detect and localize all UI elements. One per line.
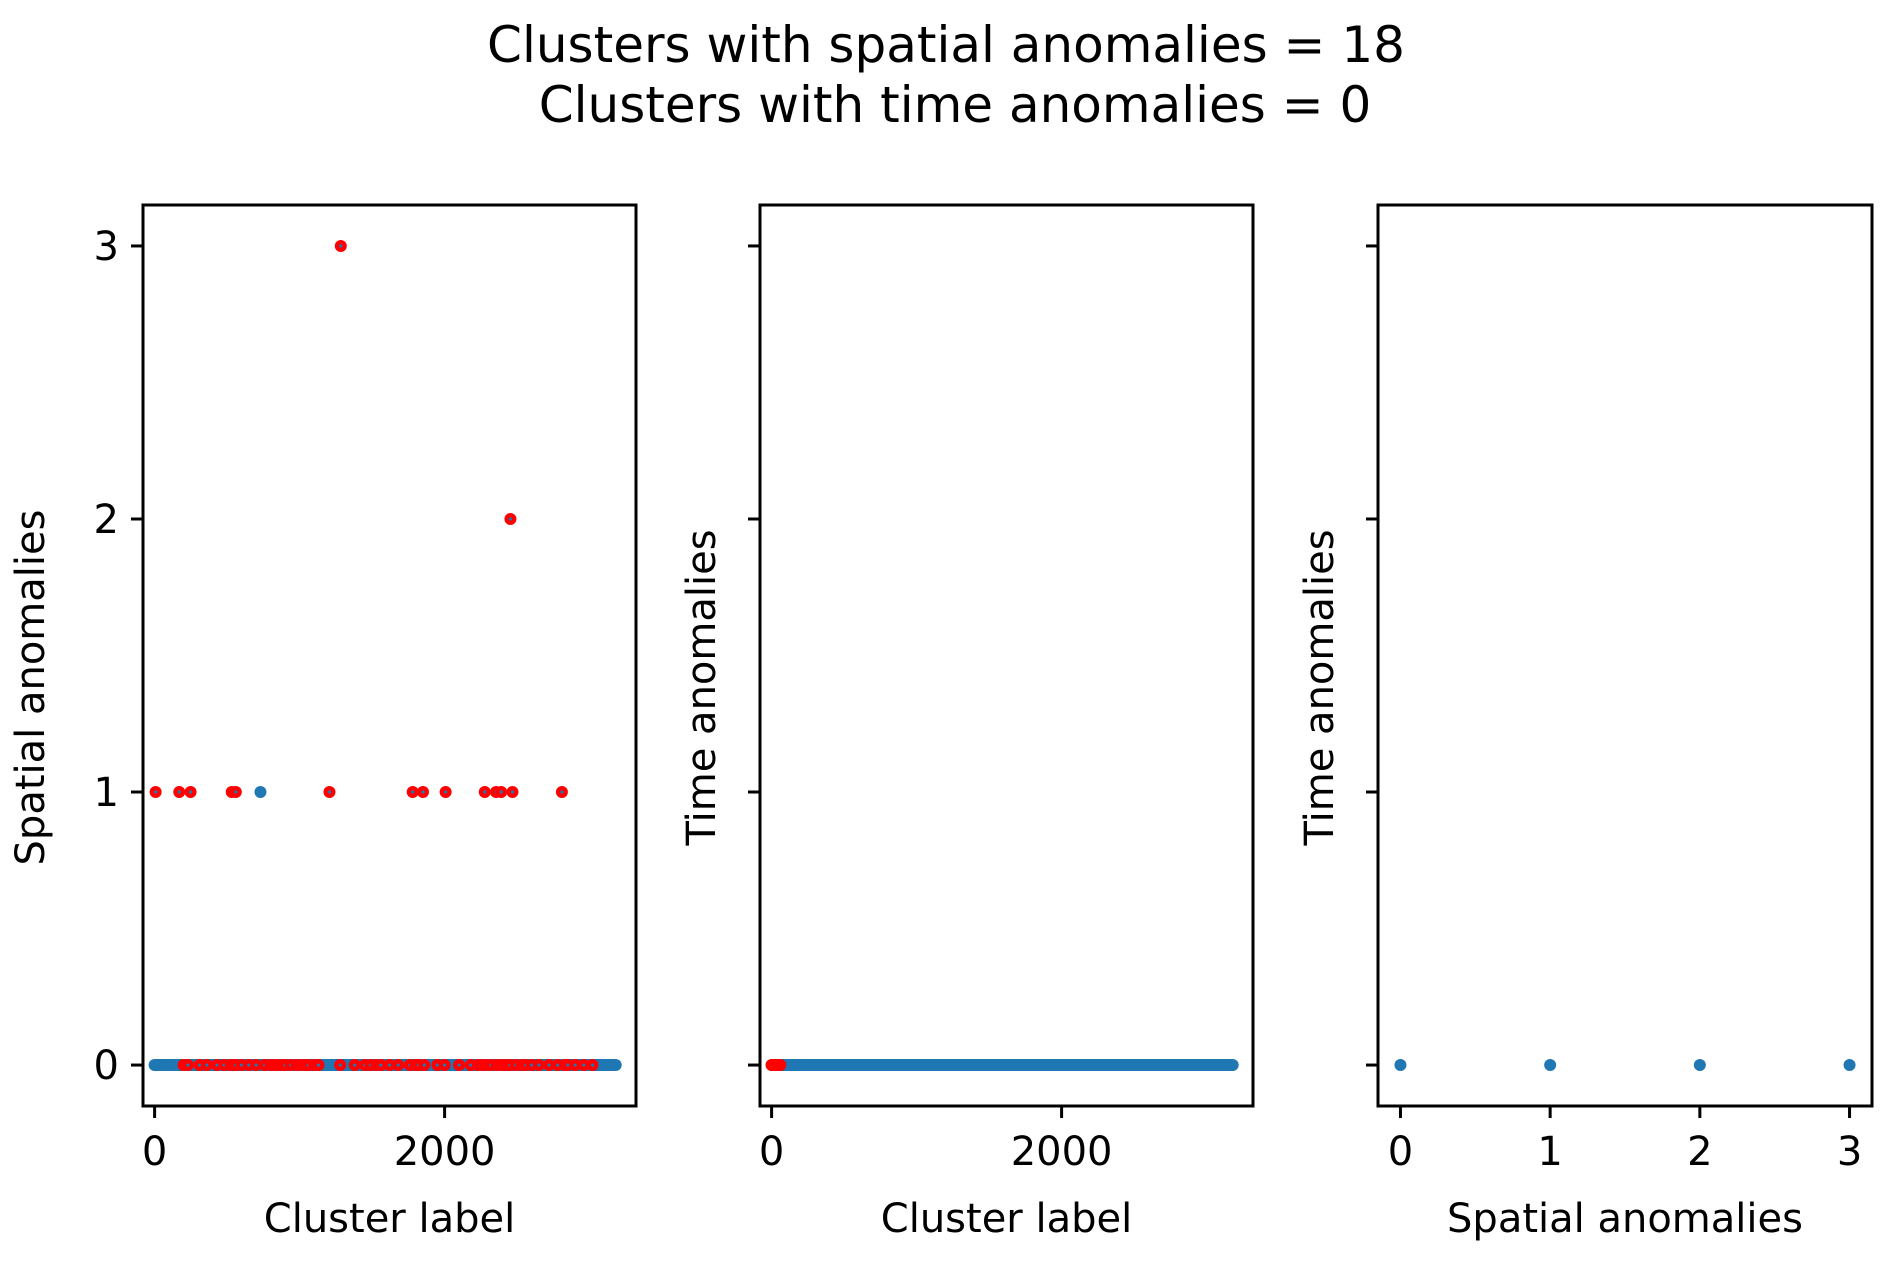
anomaly-point-center: [469, 1063, 473, 1067]
anomaly-point-center: [154, 790, 158, 794]
anomaly-point-center: [537, 1063, 541, 1067]
y-tick-label: 3: [94, 224, 119, 270]
axes-frame: [141, 203, 638, 1108]
anomaly-point-center: [327, 790, 332, 794]
anomaly-point-center: [205, 1063, 209, 1067]
x-tick-label: 0: [1388, 1129, 1413, 1175]
anomaly-point-center: [316, 1063, 321, 1067]
anomaly-point-center: [215, 1063, 219, 1067]
anomaly-point-center: [396, 1063, 400, 1067]
anomaly-point-center: [186, 1063, 190, 1067]
x-tick-label: 0: [142, 1129, 167, 1175]
panel-marks: [148, 239, 622, 1072]
figure-title-line1: Clusters with spatial anomalies = 18: [487, 16, 1405, 74]
y-axis-label: Spatial anomalies: [8, 510, 54, 866]
anomaly-point-center: [234, 790, 238, 794]
anomaly-point-center: [247, 1063, 251, 1067]
anomaly-point-center: [339, 244, 343, 248]
anomaly-point-center: [411, 790, 415, 794]
x-tick-label: 2: [1687, 1129, 1712, 1175]
x-axis-label: Cluster label: [264, 1196, 515, 1242]
panel-marks: [1394, 1059, 1856, 1072]
anomaly-point-center: [499, 790, 503, 794]
anomaly-point-center: [353, 1063, 357, 1067]
anomaly-point-center: [422, 1063, 426, 1067]
y-axis-label: Time anomalies: [1297, 529, 1343, 846]
anomaly-point-center: [582, 1063, 586, 1067]
panel-spatial-vs-label: 0 2000 0 1 2 3 Cluster label Spatial anomalie…: [8, 203, 638, 1242]
x-tick-label: 1: [1537, 1129, 1562, 1175]
anomaly-point-center: [188, 790, 193, 794]
panel-time-vs-spatial: 0 1 2 3 Spatial anomalies Time anomalies: [1297, 203, 1874, 1242]
anomaly-point-center: [590, 1063, 595, 1067]
panel-time-vs-label: 0 2000 Cluster label Time anomalies: [679, 203, 1255, 1242]
ticks: 0 2000 0 1 2 3: [94, 224, 496, 1175]
y-tick-label: 0: [94, 1043, 119, 1089]
anomaly-point-center: [177, 790, 181, 794]
anomaly-point-center: [556, 1063, 560, 1067]
anomaly-point-center: [254, 1063, 258, 1067]
ticks: 0 1 2 3: [1366, 244, 1862, 1175]
anomaly-point-center: [387, 1063, 392, 1067]
anomaly-point-center: [338, 1063, 342, 1067]
anomaly-point-center: [573, 1063, 577, 1067]
anomaly-point-center: [483, 790, 487, 794]
x-axis-label: Spatial anomalies: [1447, 1196, 1803, 1242]
x-tick-label: 2000: [394, 1129, 496, 1175]
anomaly-point-center: [379, 1063, 383, 1067]
x-tick-label: 0: [759, 1129, 784, 1175]
anomaly-point-center: [457, 1063, 461, 1067]
x-tick-label: 2000: [1011, 1129, 1113, 1175]
anomaly-point-center: [566, 1063, 570, 1067]
anomaly-point-center: [530, 1063, 534, 1067]
x-axis-label: Cluster label: [881, 1196, 1132, 1242]
anomaly-point-center: [240, 1063, 244, 1067]
y-axis-label: Time anomalies: [679, 529, 725, 846]
axes-frame: [1376, 203, 1874, 1108]
data-point: [1693, 1059, 1706, 1072]
data-point: [1843, 1059, 1856, 1072]
y-tick-label: 2: [94, 497, 119, 543]
anomaly-point-center: [435, 1063, 439, 1067]
anomaly-point-center: [421, 790, 425, 794]
anomaly-point-center: [547, 1063, 551, 1067]
figure-title-line2: Clusters with time anomalies = 0: [539, 76, 1372, 134]
data-point: [1544, 1059, 1557, 1072]
anomaly-point-center: [443, 1063, 447, 1067]
anomaly-point-center: [560, 790, 564, 794]
data-point: [1394, 1059, 1407, 1072]
anomaly-point-center: [197, 1063, 202, 1067]
axes-frame: [758, 203, 1255, 1108]
x-tick-label: 3: [1837, 1129, 1862, 1175]
ticks: 0 2000: [748, 244, 1113, 1175]
anomaly-point-center: [508, 517, 513, 521]
data-point: [254, 786, 267, 799]
y-tick-label: 1: [94, 770, 119, 816]
anomaly-point-center: [444, 790, 448, 794]
anomaly-point-center: [510, 790, 515, 794]
